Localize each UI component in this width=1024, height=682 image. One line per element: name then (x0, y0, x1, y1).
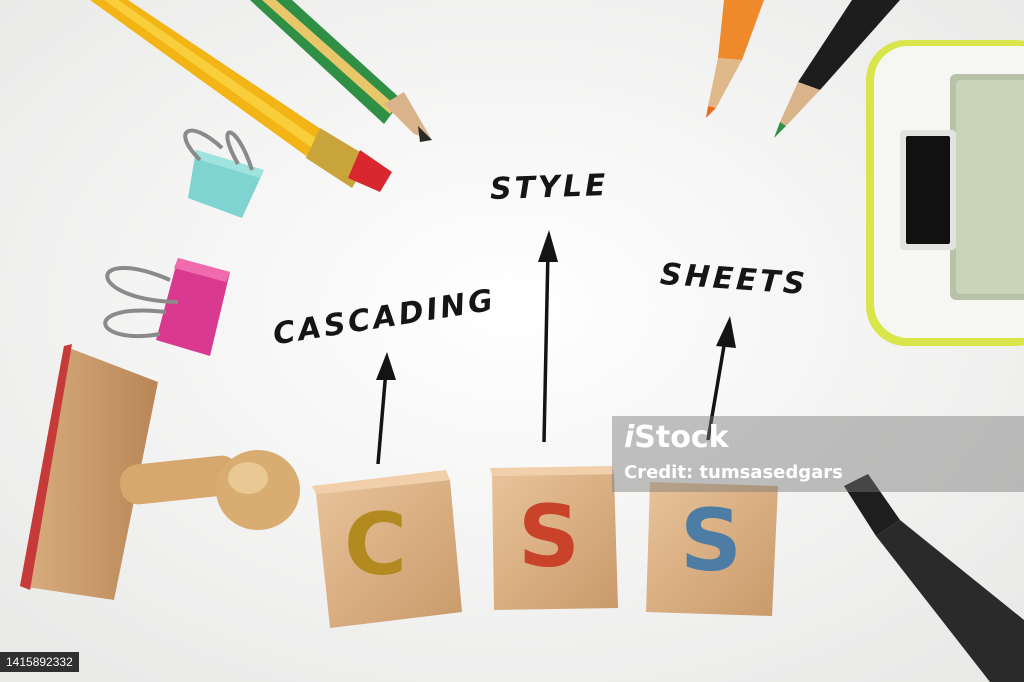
watermark-band (612, 416, 1024, 492)
orange-pencil (706, 0, 764, 118)
c-block (312, 470, 462, 628)
word-style: STYLE (489, 167, 609, 208)
watermark-credit: Credit: tumsasedgars (624, 462, 843, 483)
s-block-1 (490, 466, 618, 610)
watermark-brand-prefix: i (624, 420, 635, 455)
wooden-stamp (20, 344, 300, 600)
blue-binder-clip (183, 128, 264, 218)
pink-binder-clip (103, 258, 230, 356)
marker-pen (844, 474, 1024, 682)
calculator (866, 40, 1024, 346)
yellow-pencil (90, 0, 392, 192)
block-letter-c: C (344, 495, 408, 595)
s-block-2 (646, 482, 778, 616)
watermark-brand: iStock (624, 420, 729, 455)
block-letter-s2: S (680, 491, 742, 591)
watermark-brand-text: Stock (634, 420, 729, 455)
green-pencil (250, 0, 432, 142)
black-pencil (774, 0, 900, 138)
arrow-sheets (706, 316, 736, 441)
stock-id-label: 1415892332 (0, 652, 79, 672)
arrow-cascading (376, 352, 396, 465)
arrow-style (538, 230, 558, 443)
block-letter-s1: S (518, 487, 580, 587)
